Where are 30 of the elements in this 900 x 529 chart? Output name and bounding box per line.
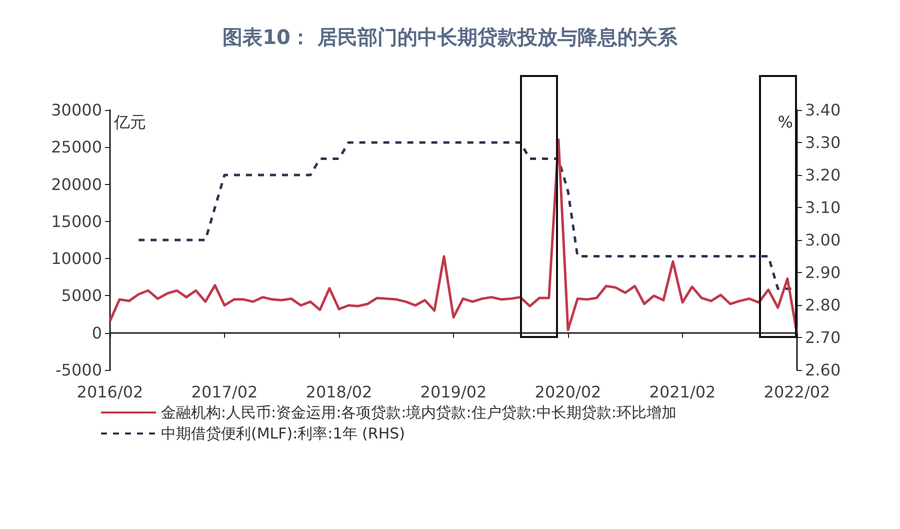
x-tick-label: 2019/02 [420, 382, 487, 402]
y2-axis-title: % [778, 112, 793, 132]
chart-title: 图表10： 居民部门的中长期贷款投放与降息的关系 [222, 25, 678, 49]
y-tick-label: 5000 [61, 286, 102, 306]
x-tick-label: 2022/02 [764, 382, 830, 402]
y2-tick-label: 3.40 [805, 100, 841, 120]
line-series [108, 138, 798, 335]
y-tick-label: -5000 [56, 360, 102, 380]
x-tick-label: 2021/02 [649, 382, 716, 402]
y-tick-label: 0 [92, 323, 102, 342]
y2-tick-label: 2.60 [805, 360, 841, 380]
legend-label: 金融机构:人民币:资金运用:各项贷款:境内贷款:住户贷款:中长期贷款:环比增加 [161, 404, 676, 422]
y2-tick-label: 2.80 [805, 296, 841, 314]
y2-tick-label: 2.90 [805, 263, 841, 282]
y-tick-label: 15000 [51, 212, 102, 231]
y-tick-label: 30000 [51, 100, 102, 120]
x-tick-label: 2017/02 [191, 382, 258, 402]
y2-tick-label: 3.00 [805, 230, 841, 250]
x-tick-label: 2020/02 [534, 382, 602, 402]
y2-tick-label: 3.10 [805, 198, 841, 217]
x-tick-label: 2016/02 [76, 382, 144, 402]
y-tick-label: 10000 [51, 249, 102, 268]
y2-tick-label: 3.20 [805, 166, 841, 184]
legend-label: 中期借贷便利(MLF):利率:1年 (RHS) [161, 424, 405, 442]
y2-tick-label: 2.70 [805, 328, 841, 347]
x-tick-label: 2018/02 [306, 382, 372, 402]
y-tick-label: 20000 [51, 174, 102, 194]
y-axis-title: 亿元 [113, 112, 146, 132]
y-tick-label: 25000 [51, 138, 102, 157]
y2-tick-label: 3.30 [805, 133, 841, 152]
